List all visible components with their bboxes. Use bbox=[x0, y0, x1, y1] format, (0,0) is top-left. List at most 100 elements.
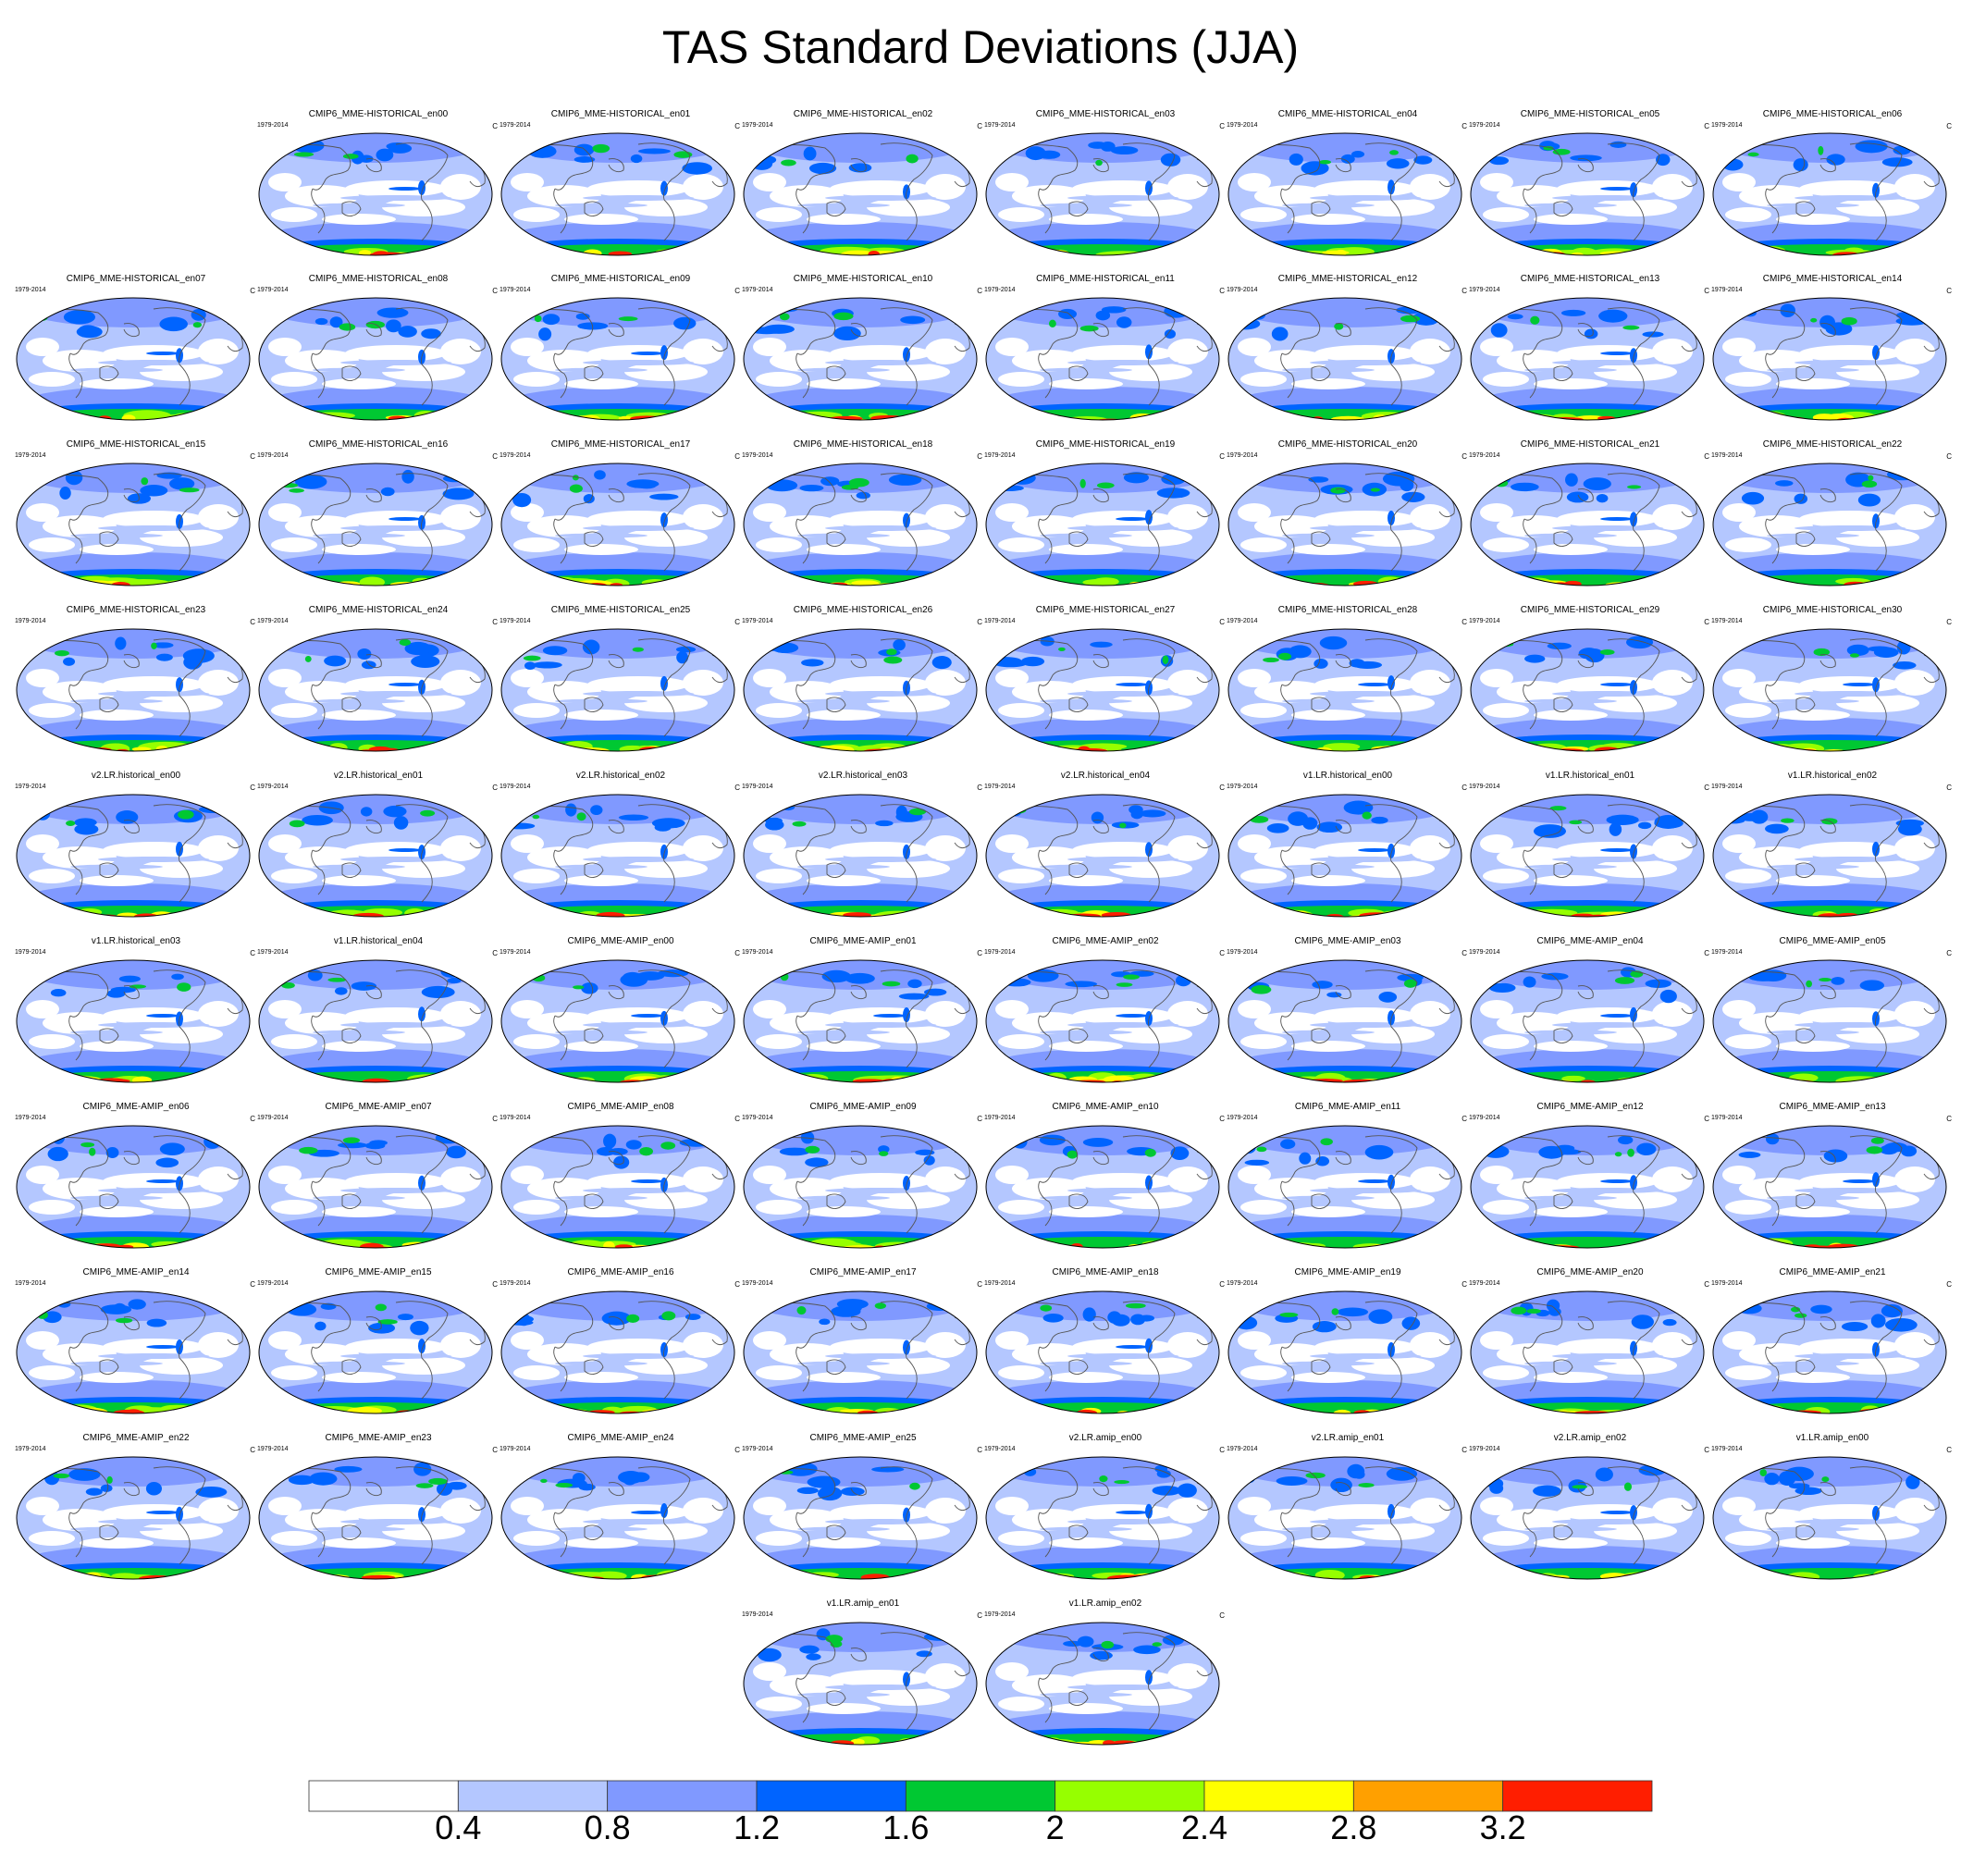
panel-title: CMIP6_MME-AMIP_en07 bbox=[325, 1102, 432, 1112]
world-map bbox=[500, 1290, 735, 1414]
panel-period: 1979-2014 bbox=[15, 452, 46, 459]
map-panel: v1.LR.historical_en01 1979-2014 C bbox=[1469, 771, 1711, 919]
map-panel: CMIP6_MME-AMIP_en20 1979-2014 C bbox=[1469, 1267, 1711, 1415]
panel-period: 1979-2014 bbox=[1227, 949, 1258, 956]
panel-units: C bbox=[1219, 1115, 1225, 1123]
panel-title: v1.LR.historical_en03 bbox=[91, 936, 181, 946]
panel-units: C bbox=[492, 784, 498, 792]
map-panel: CMIP6_MME-HISTORICAL_en05 1979-2014 C bbox=[1469, 109, 1711, 257]
panel-title: CMIP6_MME-HISTORICAL_en18 bbox=[793, 439, 933, 450]
panel-units: C bbox=[1704, 618, 1709, 626]
panel-title: CMIP6_MME-HISTORICAL_en30 bbox=[1762, 605, 1903, 615]
world-map bbox=[743, 132, 978, 256]
panel-units: C bbox=[492, 949, 498, 957]
panel-period: 1979-2014 bbox=[742, 784, 773, 790]
panel-title: CMIP6_MME-AMIP_en18 bbox=[1052, 1267, 1159, 1277]
panel-title: CMIP6_MME-AMIP_en21 bbox=[1779, 1267, 1886, 1277]
world-map bbox=[743, 463, 978, 586]
panel-period: 1979-2014 bbox=[1469, 1446, 1500, 1452]
colorbar-tick-label: 2 bbox=[1045, 1808, 1065, 1846]
panel-title: CMIP6_MME-HISTORICAL_en10 bbox=[793, 274, 933, 284]
map-panel: CMIP6_MME-AMIP_en08 1979-2014 C bbox=[500, 1102, 742, 1250]
panel-title: CMIP6_MME-HISTORICAL_en02 bbox=[793, 109, 933, 119]
panel-period: 1979-2014 bbox=[500, 287, 531, 293]
map-panel: v2.LR.amip_en01 1979-2014 C bbox=[1227, 1433, 1469, 1581]
panel-title: CMIP6_MME-HISTORICAL_en05 bbox=[1520, 109, 1660, 119]
world-map bbox=[985, 628, 1220, 752]
colorbar-segment bbox=[308, 1780, 459, 1812]
world-map bbox=[1470, 1456, 1705, 1580]
panel-period: 1979-2014 bbox=[1711, 287, 1743, 293]
map-panel: v2.LR.historical_en03 1979-2014 C bbox=[742, 771, 984, 919]
panel-units: C bbox=[1946, 452, 1952, 461]
panel-period: 1979-2014 bbox=[500, 784, 531, 790]
world-map bbox=[500, 463, 735, 586]
panel-units: C bbox=[1946, 618, 1952, 626]
world-map bbox=[1470, 794, 1705, 918]
panel-units: C bbox=[1704, 1280, 1709, 1289]
panel-title: v1.LR.historical_en02 bbox=[1787, 771, 1878, 781]
panel-period: 1979-2014 bbox=[1227, 452, 1258, 459]
panel-title: CMIP6_MME-HISTORICAL_en17 bbox=[550, 439, 691, 450]
panel-title: CMIP6_MME-AMIP_en04 bbox=[1536, 936, 1644, 946]
map-panel: CMIP6_MME-HISTORICAL_en27 1979-2014 C bbox=[984, 605, 1227, 753]
map-panel: CMIP6_MME-HISTORICAL_en28 1979-2014 C bbox=[1227, 605, 1469, 753]
panel-units: C bbox=[1462, 452, 1467, 461]
map-panel: CMIP6_MME-HISTORICAL_en07 1979-2014 C bbox=[15, 274, 257, 422]
panel-units: C bbox=[492, 618, 498, 626]
panel-units: C bbox=[734, 287, 740, 295]
map-panel: CMIP6_MME-AMIP_en22 1979-2014 C bbox=[15, 1433, 257, 1581]
panel-title: CMIP6_MME-HISTORICAL_en24 bbox=[308, 605, 449, 615]
panel-period: 1979-2014 bbox=[1227, 1280, 1258, 1287]
panel-title: CMIP6_MME-AMIP_en19 bbox=[1294, 1267, 1401, 1277]
map-panel: CMIP6_MME-HISTORICAL_en18 1979-2014 C bbox=[742, 439, 984, 587]
map-panel: v2.LR.historical_en00 1979-2014 C bbox=[15, 771, 257, 919]
panel-title: v2.LR.amip_en00 bbox=[1068, 1433, 1142, 1443]
colorbar-segment bbox=[607, 1780, 758, 1812]
colorbar-tick-label: 1.2 bbox=[733, 1808, 781, 1846]
map-panel: CMIP6_MME-HISTORICAL_en11 1979-2014 C bbox=[984, 274, 1227, 422]
map-panel: CMIP6_MME-HISTORICAL_en00 1979-2014 C bbox=[257, 109, 500, 257]
panel-period: 1979-2014 bbox=[257, 618, 289, 624]
panel-units: C bbox=[977, 784, 982, 792]
panel-units: C bbox=[1946, 784, 1952, 792]
panel-period: 1979-2014 bbox=[257, 949, 289, 956]
panel-units: C bbox=[1946, 287, 1952, 295]
panel-title: CMIP6_MME-HISTORICAL_en03 bbox=[1035, 109, 1176, 119]
map-panel: CMIP6_MME-HISTORICAL_en19 1979-2014 C bbox=[984, 439, 1227, 587]
panel-title: CMIP6_MME-HISTORICAL_en15 bbox=[66, 439, 206, 450]
panel-units: C bbox=[1219, 618, 1225, 626]
world-map bbox=[16, 959, 251, 1083]
panel-period: 1979-2014 bbox=[1227, 784, 1258, 790]
panel-period: 1979-2014 bbox=[1469, 618, 1500, 624]
colorbar-tick-label: 0.8 bbox=[584, 1808, 631, 1846]
panel-title: v2.LR.amip_en02 bbox=[1553, 1433, 1627, 1443]
panel-title: CMIP6_MME-AMIP_en17 bbox=[809, 1267, 917, 1277]
map-panel: CMIP6_MME-HISTORICAL_en17 1979-2014 C bbox=[500, 439, 742, 587]
world-map bbox=[1470, 463, 1705, 586]
panel-units: C bbox=[734, 949, 740, 957]
panel-title: CMIP6_MME-AMIP_en16 bbox=[567, 1267, 674, 1277]
world-map bbox=[1470, 959, 1705, 1083]
world-map bbox=[16, 794, 251, 918]
panel-title: CMIP6_MME-HISTORICAL_en14 bbox=[1762, 274, 1903, 284]
panel-title: CMIP6_MME-HISTORICAL_en06 bbox=[1762, 109, 1903, 119]
panel-units: C bbox=[1219, 1280, 1225, 1289]
map-panel: CMIP6_MME-AMIP_en06 1979-2014 C bbox=[15, 1102, 257, 1250]
panel-units: C bbox=[492, 452, 498, 461]
panel-period: 1979-2014 bbox=[1469, 949, 1500, 956]
panel-period: 1979-2014 bbox=[500, 618, 531, 624]
world-map bbox=[985, 1622, 1220, 1746]
panel-title: CMIP6_MME-AMIP_en08 bbox=[567, 1102, 674, 1112]
world-map bbox=[16, 628, 251, 752]
panel-period: 1979-2014 bbox=[1227, 122, 1258, 129]
panel-period: 1979-2014 bbox=[1469, 122, 1500, 129]
panel-units: C bbox=[1219, 452, 1225, 461]
panel-period: 1979-2014 bbox=[1469, 287, 1500, 293]
map-panel: CMIP6_MME-HISTORICAL_en22 1979-2014 C bbox=[1711, 439, 1954, 587]
panel-period: 1979-2014 bbox=[500, 1115, 531, 1121]
panel-title: CMIP6_MME-AMIP_en25 bbox=[809, 1433, 917, 1443]
panel-title: v1.LR.amip_en00 bbox=[1795, 1433, 1869, 1443]
panel-units: C bbox=[1946, 1446, 1952, 1454]
panel-title: CMIP6_MME-HISTORICAL_en21 bbox=[1520, 439, 1660, 450]
